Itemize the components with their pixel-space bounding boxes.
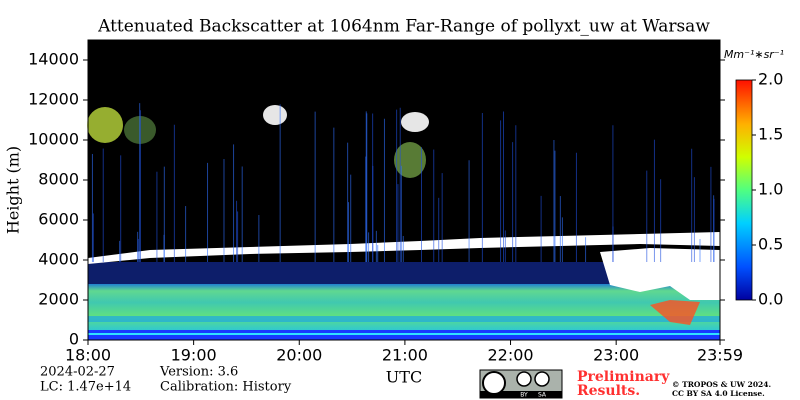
y-tick-label: 10000: [28, 130, 79, 149]
x-tick-label: 21:00: [382, 346, 428, 365]
y-tick-label: 14000: [28, 50, 79, 69]
preliminary: Results.: [577, 383, 640, 399]
colorbar-tick-label: 1.5: [758, 125, 783, 144]
y-tick-label: 4000: [38, 250, 79, 269]
badge-sa: SA: [538, 392, 547, 399]
version: Version: 3.6: [159, 365, 238, 380]
x-tick-label: 22:00: [487, 346, 533, 365]
x-tick-label: 23:59: [697, 346, 743, 365]
copyright: CC BY SA 4.0 License.: [672, 389, 765, 398]
y-tick-label: 6000: [38, 210, 79, 229]
x-axis-label: UTC: [386, 368, 422, 387]
colorbar-label: Mm⁻¹∗sr⁻¹: [724, 48, 784, 61]
lc: LC: 1.47e+14: [40, 380, 131, 395]
colorbar-tick-label: 2.0: [758, 70, 783, 89]
chart-title: Attenuated Backscatter at 1064nm Far-Ran…: [97, 17, 710, 37]
heatmap: [87, 40, 720, 340]
x-tick-label: 23:00: [593, 346, 639, 365]
y-axis-label: Height (m): [4, 146, 23, 234]
colorbar-tick-label: 1.0: [758, 180, 783, 199]
date: 2024-02-27: [40, 365, 115, 380]
plot-frame: [87, 39, 721, 341]
y-tick-label: 12000: [28, 90, 79, 109]
y-tick-label: 8000: [38, 170, 79, 189]
colorbar-tick-label: 0.5: [758, 235, 783, 254]
cc-badge: BY SA: [479, 369, 563, 399]
x-tick-label: 20:00: [276, 346, 322, 365]
badge-by: BY: [520, 392, 528, 399]
copyright: © TROPOS & UW 2024.: [672, 380, 771, 389]
y-tick-label: 2000: [38, 290, 79, 309]
preliminary: Preliminary: [577, 369, 670, 385]
x-tick-label: 19:00: [171, 346, 217, 365]
y-tick-label: 0: [69, 330, 79, 349]
colorbar: [735, 79, 753, 301]
calibration: Calibration: History: [160, 380, 292, 395]
x-tick-label: 18:00: [65, 346, 111, 365]
colorbar-tick-label: 0.0: [758, 290, 783, 309]
